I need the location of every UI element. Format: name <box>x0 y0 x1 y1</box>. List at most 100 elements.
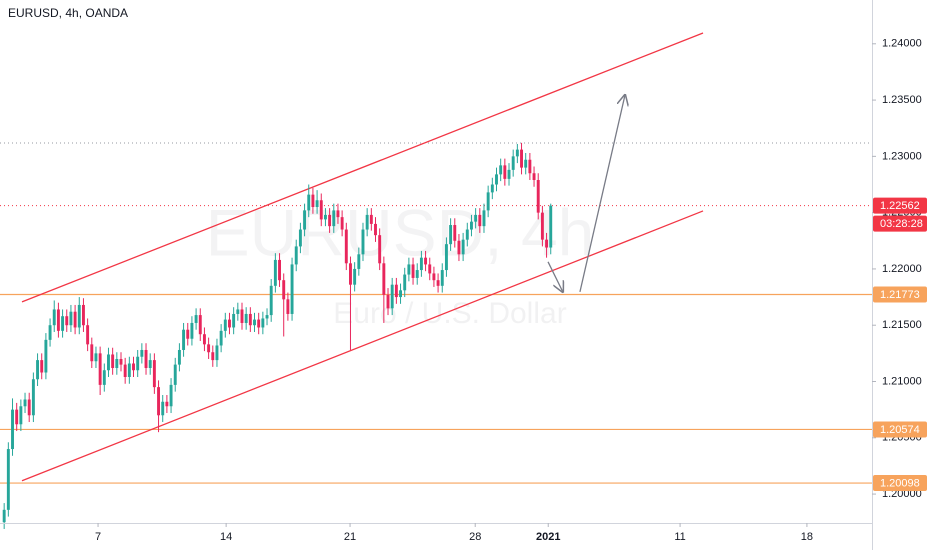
x-tick-label: 18 <box>801 531 813 543</box>
candle-body <box>215 345 219 361</box>
candle-body <box>40 360 44 373</box>
candle-body <box>507 169 511 179</box>
candle-body <box>265 315 269 319</box>
candle-body <box>177 349 181 365</box>
candle-body <box>336 210 340 218</box>
y-tick-label: 1.21000 <box>882 375 922 387</box>
candle-body <box>152 360 156 388</box>
candle-body <box>90 344 94 362</box>
candle-body <box>86 325 90 345</box>
level-label-box <box>873 286 927 303</box>
candle-body <box>511 156 515 170</box>
candle-body <box>127 363 131 377</box>
countdown-label: 03:28:28 <box>880 218 923 230</box>
candle-body <box>248 313 252 326</box>
price-label: 1.22562 <box>880 200 920 212</box>
candle-body <box>11 409 14 450</box>
candle-body <box>202 334 206 345</box>
candle-body <box>536 179 540 213</box>
candle-body <box>453 225 457 241</box>
candle-body <box>194 315 198 323</box>
candle-body <box>278 259 282 281</box>
candle-body <box>23 399 27 407</box>
candle-body <box>545 239 549 248</box>
x-tick-label: 7 <box>95 531 101 543</box>
candle-body <box>269 285 273 316</box>
candle-body <box>44 339 48 373</box>
chart-title: EURUSD, 4h, OANDA <box>8 6 128 20</box>
candle-body <box>94 353 98 362</box>
candle-body <box>15 409 19 425</box>
candle-body <box>115 358 119 368</box>
y-tick-label: 1.22000 <box>882 263 922 275</box>
candle-body <box>428 264 432 274</box>
candle-body <box>470 221 473 230</box>
candle-body <box>499 165 503 175</box>
arrow <box>579 95 625 293</box>
candle-body <box>357 254 361 269</box>
y-tick-label: 1.24000 <box>882 38 922 50</box>
candle-body <box>532 173 536 180</box>
axes: 1.240001.235001.230001.225001.220001.215… <box>95 38 927 543</box>
candle-body <box>169 384 173 407</box>
candle-body <box>273 259 277 286</box>
candle-body <box>286 299 290 314</box>
candle-body <box>298 229 302 247</box>
candle-body <box>148 360 152 368</box>
candle-body <box>449 225 453 245</box>
candle-body <box>403 274 407 291</box>
candle-body <box>161 401 165 416</box>
candle-body <box>549 205 553 248</box>
candle-body <box>73 311 77 328</box>
y-tick-label: 1.23500 <box>882 94 922 106</box>
candle-body <box>240 309 244 323</box>
candle-body <box>374 223 377 236</box>
level-label-box <box>873 421 927 438</box>
candle-body <box>282 280 286 300</box>
candle-body <box>219 330 223 346</box>
candle-body <box>486 192 490 211</box>
candle-body <box>27 399 31 416</box>
level-label: 1.20098 <box>880 477 920 489</box>
candle-body <box>440 270 444 286</box>
candle-body <box>81 304 85 326</box>
x-tick-label: 14 <box>220 531 232 543</box>
candle-body <box>173 364 177 385</box>
candle-body <box>102 370 106 385</box>
candle-body <box>407 264 411 275</box>
candle-body <box>303 210 307 230</box>
candle-body <box>478 214 482 227</box>
candle-body <box>319 200 323 220</box>
candle-body <box>190 322 194 339</box>
candle-body <box>107 354 110 371</box>
price-label-box <box>873 197 927 214</box>
candle-body <box>482 210 486 227</box>
candle-body <box>307 194 311 211</box>
candle-body <box>399 290 402 298</box>
candle-body <box>228 319 231 328</box>
candle-body <box>415 270 419 278</box>
candle-body <box>528 159 532 174</box>
candle-body <box>424 257 428 265</box>
candle-body <box>315 200 319 208</box>
candle-body <box>61 316 65 331</box>
candle-body <box>540 212 544 240</box>
candle-body <box>365 214 369 230</box>
candle-body <box>520 149 523 168</box>
level-label: 1.21773 <box>880 289 920 301</box>
candle-body <box>328 214 332 227</box>
candle-body <box>349 263 352 285</box>
candle-body <box>52 309 56 326</box>
candle-body <box>123 364 127 377</box>
candle-body <box>290 264 294 314</box>
candle-body <box>31 379 35 416</box>
x-tick-label: 28 <box>469 531 481 543</box>
trend-line <box>21 210 704 482</box>
candle-body <box>257 319 261 328</box>
y-tick-label: 1.21500 <box>882 319 922 331</box>
candle-body <box>223 319 227 331</box>
candle-body <box>77 304 81 328</box>
level-label-box <box>873 475 927 492</box>
